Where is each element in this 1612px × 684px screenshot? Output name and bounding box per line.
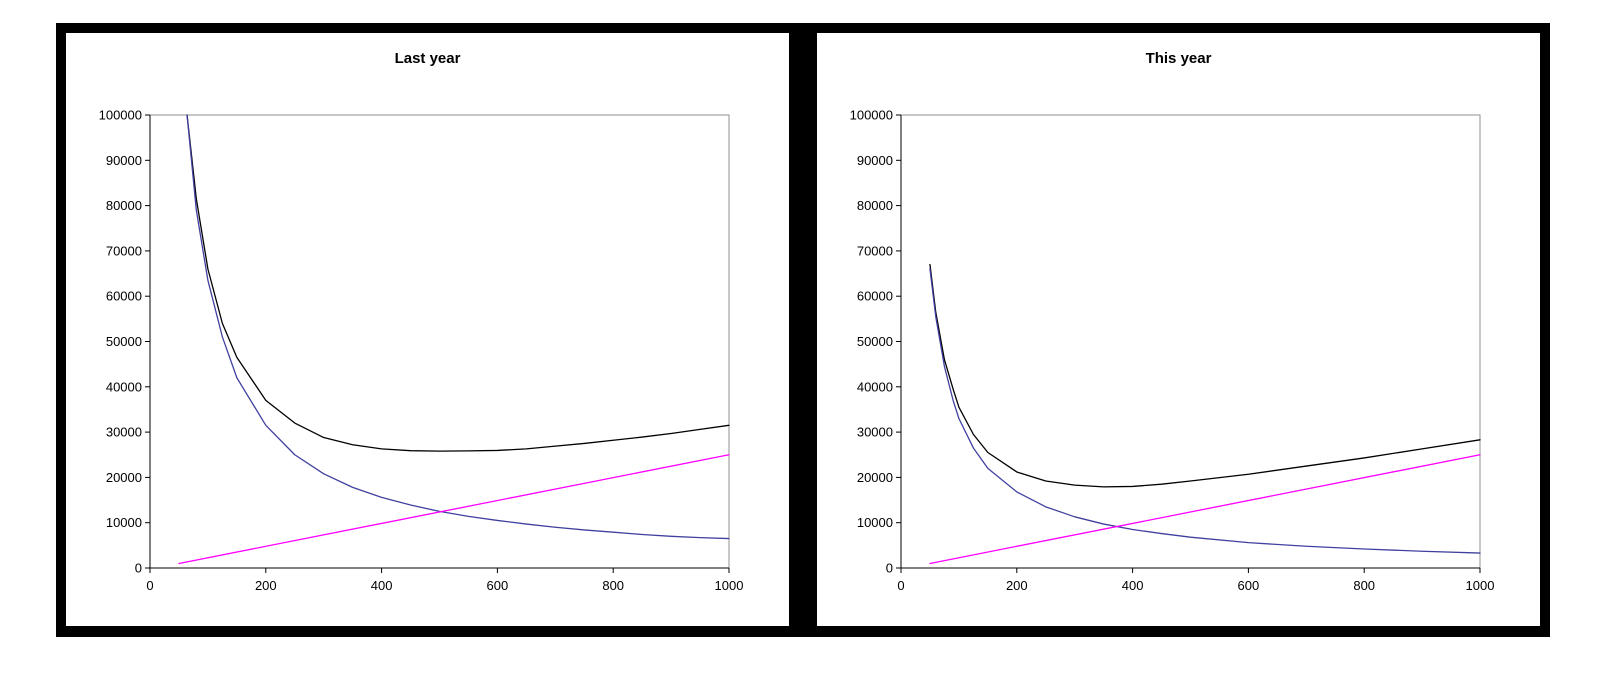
x-tick-label: 800: [602, 578, 624, 593]
y-tick-label: 100000: [850, 108, 893, 123]
plot-area: [149, 114, 730, 569]
chart-last-year: Last year0100002000030000400005000060000…: [99, 50, 744, 593]
y-tick-label: 100000: [99, 108, 142, 123]
x-tick-label: 400: [1122, 578, 1144, 593]
plot-area: [900, 114, 1481, 569]
x-tick-label: 200: [1006, 578, 1028, 593]
y-tick-label: 10000: [106, 515, 142, 530]
x-tick-label: 200: [255, 578, 277, 593]
y-tick-label: 20000: [857, 470, 893, 485]
x-tick-label: 1000: [1466, 578, 1495, 593]
y-tick-label: 10000: [857, 515, 893, 530]
y-tick-label: 70000: [106, 243, 142, 258]
x-tick-label: 600: [1238, 578, 1260, 593]
series-line-2: [186, 114, 730, 540]
y-tick-label: 40000: [857, 379, 893, 394]
y-tick-label: 60000: [857, 289, 893, 304]
x-tick-label: 0: [897, 578, 904, 593]
x-tick-label: 1000: [715, 578, 744, 593]
y-tick-label: 0: [886, 561, 893, 576]
y-tick-label: 90000: [857, 153, 893, 168]
series-line-3: [178, 454, 730, 565]
y-tick-label: 80000: [106, 198, 142, 213]
x-tick-label: 600: [487, 578, 509, 593]
series-line-1: [186, 114, 730, 452]
x-tick-label: 800: [1353, 578, 1375, 593]
y-tick-label: 40000: [106, 379, 142, 394]
y-tick-label: 50000: [857, 334, 893, 349]
chart-panel-this-year: This year 0 10000 20000 30000 40000 50000 60000…: [817, 33, 1540, 626]
series-line-2: [929, 268, 1481, 554]
series-line-3: [929, 454, 1481, 565]
chart-this-year: This year0100002000030000400005000060000…: [850, 50, 1495, 593]
chart-title: Last year: [395, 50, 461, 67]
y-tick-label: 30000: [106, 425, 142, 440]
y-tick-label: 50000: [106, 334, 142, 349]
charts-frame: Last year 0 10000 20000 30000 40000 50000 60000…: [56, 23, 1550, 637]
chart-title: This year: [1146, 50, 1212, 67]
y-tick-label: 80000: [857, 198, 893, 213]
y-tick-label: 0: [135, 561, 142, 576]
y-tick-label: 20000: [106, 470, 142, 485]
y-tick-label: 70000: [857, 243, 893, 258]
y-tick-label: 60000: [106, 289, 142, 304]
series-line-1: [929, 263, 1481, 488]
y-tick-label: 90000: [106, 153, 142, 168]
x-tick-label: 400: [371, 578, 393, 593]
y-tick-label: 30000: [857, 425, 893, 440]
x-tick-label: 0: [146, 578, 153, 593]
chart-panel-last-year: Last year 0 10000 20000 30000 40000 50000 60000…: [66, 33, 789, 626]
